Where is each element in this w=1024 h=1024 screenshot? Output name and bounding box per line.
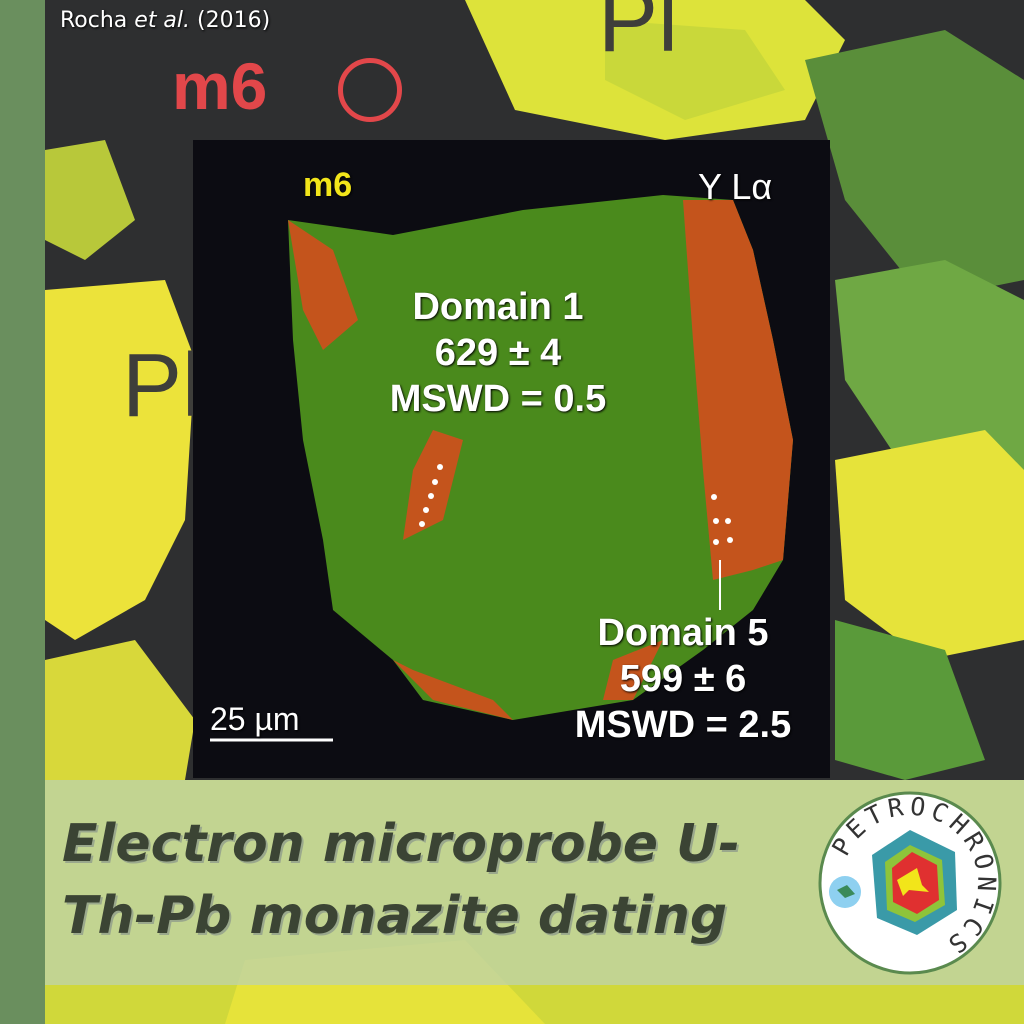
domain5-mswd: MSWD = 2.5 — [574, 704, 792, 746]
background-grain-label: m6 — [172, 49, 268, 123]
inset-grain-label: m6 — [303, 166, 353, 204]
domain1-mswd: MSWD = 0.5 — [389, 378, 607, 420]
map-element-label: Y Lα — [698, 166, 773, 207]
citation: Rocha et al. (2016) — [60, 8, 270, 33]
left-accent-strip — [0, 0, 45, 1024]
scale-bar-label: 25 µm — [210, 701, 300, 737]
petrochronics-logo: PETROCHRONICS — [818, 791, 1002, 975]
mineral-label-pl-top: Pl — [598, 0, 679, 71]
domain5-annotation: Domain 5 599 ± 6 MSWD = 2.5 — [538, 610, 828, 748]
monazite-grain-image — [210, 195, 793, 742]
post-title: Electron microprobe U-Th-Pb monazite dat… — [62, 814, 740, 946]
domain5-age: 599 ± 6 — [619, 658, 747, 700]
domain1-annotation: Domain 1 629 ± 4 MSWD = 0.5 — [343, 284, 653, 422]
domain1-name: Domain 1 — [412, 286, 584, 328]
grain-location-circle-icon — [338, 58, 402, 122]
domain1-age: 629 ± 4 — [434, 332, 562, 374]
mineral-label-pl-left: Pl — [122, 336, 203, 436]
analysis-spots — [419, 464, 733, 545]
citation-year: (2016) — [197, 8, 271, 33]
citation-etal: et al. — [134, 8, 191, 33]
domain5-name: Domain 5 — [597, 612, 769, 654]
monazite-y-map-inset: m6 Y Lα Domain 1 629 ± 4 MSWD = 0.5 Doma… — [193, 140, 830, 778]
citation-author: Rocha — [60, 8, 128, 33]
